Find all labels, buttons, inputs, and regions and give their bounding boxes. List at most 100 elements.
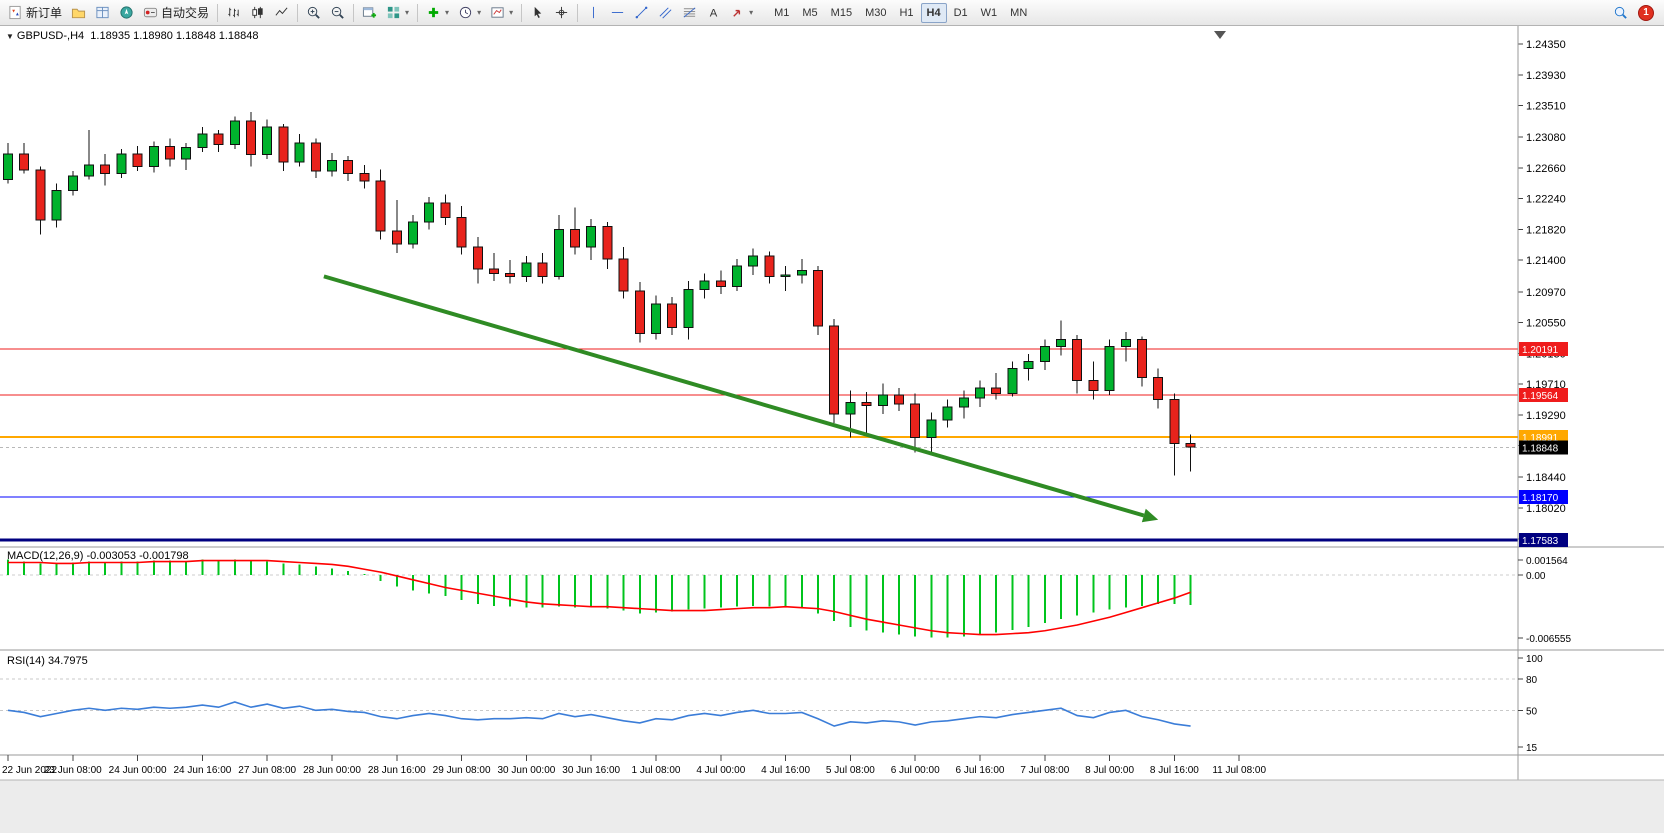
vertical-line-icon xyxy=(593,6,595,19)
chart-dropdown-icon[interactable]: ▼ xyxy=(6,32,14,41)
indicators-plus-icon xyxy=(428,7,439,18)
separator xyxy=(353,3,355,22)
text-icon: A xyxy=(710,7,718,19)
indicators-button[interactable]: ▾ xyxy=(422,2,453,24)
svg-text:30 Jun 00:00: 30 Jun 00:00 xyxy=(497,765,555,776)
periods-button[interactable]: ▾ xyxy=(454,2,485,24)
compass-icon xyxy=(120,6,133,19)
svg-text:4 Jul 16:00: 4 Jul 16:00 xyxy=(761,765,810,776)
chevron-down-icon: ▾ xyxy=(445,8,450,17)
navigator-button[interactable] xyxy=(115,2,138,24)
templates-button[interactable]: ▾ xyxy=(486,2,517,24)
rsi-label: RSI(14) 34.7975 xyxy=(7,655,88,667)
trendline-button[interactable] xyxy=(630,2,653,24)
svg-text:28 Jun 00:00: 28 Jun 00:00 xyxy=(303,765,361,776)
chart-ohlc: 1.18935 1.18980 1.18848 1.18848 xyxy=(90,30,259,42)
svg-text:1.22240: 1.22240 xyxy=(1526,194,1566,206)
chart-canvas[interactable]: 1.24350 1.23930 1.23510 1.23080 1.22660 1.222… xyxy=(0,26,1664,833)
folder-icon xyxy=(71,8,86,19)
timeframe-mn[interactable]: MN xyxy=(1010,6,1028,19)
horizontal-line-icon xyxy=(611,12,624,13)
line-chart-button[interactable] xyxy=(270,2,293,24)
timeframe-group: M1 M5 M15 M30 H1 H4 D1 W1 MN xyxy=(768,2,1033,23)
timeframe-m1[interactable]: M1 xyxy=(774,6,790,19)
chevron-down-icon: ▾ xyxy=(509,8,514,17)
cursor-button[interactable] xyxy=(526,2,549,24)
svg-text:5 Jul 08:00: 5 Jul 08:00 xyxy=(826,765,875,776)
zoom-in-button[interactable] xyxy=(302,2,325,24)
tile-windows-button[interactable]: ▾ xyxy=(382,2,413,24)
svg-text:1.20970: 1.20970 xyxy=(1526,287,1566,299)
clock-icon xyxy=(459,6,472,19)
chart-symbol-period: GBPUSD-,H4 xyxy=(16,30,85,42)
notification-badge[interactable]: 1 xyxy=(1638,4,1654,21)
svg-text:1.21820: 1.21820 xyxy=(1526,224,1566,236)
svg-text:22 Jun 2022: 22 Jun 2022 xyxy=(2,765,57,776)
profiles-button[interactable] xyxy=(67,2,90,24)
fibonacci-button[interactable] xyxy=(678,2,701,24)
zoom-in-icon xyxy=(307,6,320,19)
chevron-down-icon: ▾ xyxy=(749,8,754,17)
svg-text:1.23930: 1.23930 xyxy=(1526,70,1566,82)
arrows-button[interactable]: ▾ xyxy=(726,2,757,24)
svg-text:8 Jul 16:00: 8 Jul 16:00 xyxy=(1150,765,1199,776)
chevron-down-icon: ▾ xyxy=(405,8,410,17)
crosshair-button[interactable] xyxy=(550,2,573,24)
separator xyxy=(217,3,219,22)
channel-button[interactable] xyxy=(654,2,677,24)
market-watch-icon xyxy=(96,6,109,19)
bar-chart-button[interactable] xyxy=(222,2,245,24)
svg-text:80: 80 xyxy=(1526,675,1538,686)
zoom-out-icon xyxy=(331,6,344,19)
svg-text:23 Jun 08:00: 23 Jun 08:00 xyxy=(44,765,102,776)
svg-text:1.22660: 1.22660 xyxy=(1526,163,1566,175)
line-chart-icon xyxy=(275,7,288,16)
separator xyxy=(521,3,523,22)
timeframe-h4[interactable]: H4 xyxy=(920,2,947,23)
svg-text:6 Jul 16:00: 6 Jul 16:00 xyxy=(956,765,1005,776)
new-order-label: 新订单 xyxy=(26,6,63,20)
market-watch-button[interactable] xyxy=(91,2,114,24)
macd-label: MACD(12,26,9) -0.003053 -0.001798 xyxy=(7,550,189,562)
timeframe-w1[interactable]: W1 xyxy=(980,6,998,19)
svg-text:0.001564: 0.001564 xyxy=(1526,556,1568,567)
autotrading-button[interactable]: 自动交易 xyxy=(139,2,213,24)
text-button[interactable]: A xyxy=(702,2,725,24)
svg-text:8 Jul 00:00: 8 Jul 00:00 xyxy=(1085,765,1134,776)
svg-text:100: 100 xyxy=(1526,654,1543,665)
timeframe-m15[interactable]: M15 xyxy=(830,6,853,19)
svg-text:24 Jun 16:00: 24 Jun 16:00 xyxy=(173,765,231,776)
timeframe-m5[interactable]: M5 xyxy=(802,6,818,19)
new-window-button[interactable] xyxy=(358,2,381,24)
svg-text:50: 50 xyxy=(1526,706,1538,717)
timeframe-d1[interactable]: D1 xyxy=(953,6,968,19)
svg-text:-0.006555: -0.006555 xyxy=(1526,634,1571,645)
zoom-out-button[interactable] xyxy=(326,2,349,24)
fibonacci-icon xyxy=(683,7,696,18)
candlestick-chart-button[interactable] xyxy=(246,2,269,24)
separator xyxy=(417,3,419,22)
svg-text:1.20191: 1.20191 xyxy=(1522,345,1559,356)
svg-text:1.23080: 1.23080 xyxy=(1526,132,1566,144)
svg-text:A: A xyxy=(710,7,718,19)
new-order-button[interactable]: 新订单 xyxy=(4,2,66,24)
autotrading-label: 自动交易 xyxy=(161,6,210,20)
svg-text:1.20550: 1.20550 xyxy=(1526,318,1566,330)
vertical-line-button[interactable] xyxy=(582,2,605,24)
svg-text:27 Jun 08:00: 27 Jun 08:00 xyxy=(238,765,296,776)
svg-text:30 Jun 16:00: 30 Jun 16:00 xyxy=(562,765,620,776)
candlestick-icon xyxy=(252,6,263,19)
tile-windows-icon xyxy=(387,6,400,19)
svg-text:7 Jul 08:00: 7 Jul 08:00 xyxy=(1020,765,1069,776)
svg-text:1.24350: 1.24350 xyxy=(1526,39,1566,51)
horizontal-line-button[interactable] xyxy=(606,2,629,24)
svg-text:1.17583: 1.17583 xyxy=(1522,536,1559,547)
timeframe-h1[interactable]: H1 xyxy=(899,6,914,19)
toolbar: 新订单 自动交易 ▾ ▾ ▾ xyxy=(0,0,1664,26)
timeframe-m30[interactable]: M30 xyxy=(865,6,887,19)
autotrading-icon xyxy=(143,7,158,18)
svg-text:1.19290: 1.19290 xyxy=(1526,410,1566,422)
svg-text:24 Jun 00:00: 24 Jun 00:00 xyxy=(109,765,167,776)
svg-text:1.23510: 1.23510 xyxy=(1526,101,1566,113)
search-button[interactable] xyxy=(1609,2,1632,24)
